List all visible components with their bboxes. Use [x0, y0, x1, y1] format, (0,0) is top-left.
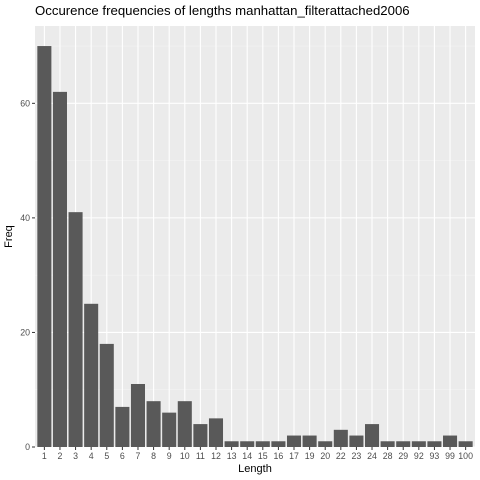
x-axis-title: Length	[238, 463, 272, 475]
x-tick-label: 92	[414, 451, 424, 461]
x-major-gridlines	[43, 26, 467, 447]
x-tick-label: 19	[305, 451, 315, 461]
bar	[380, 441, 395, 447]
x-tick-label: 17	[289, 451, 299, 461]
x-tick-label: 29	[398, 451, 408, 461]
bar	[193, 424, 208, 447]
bar	[240, 441, 255, 447]
x-tick-label: 12	[211, 451, 221, 461]
x-tick-label: 15	[258, 451, 268, 461]
bar	[271, 441, 286, 447]
bar	[333, 429, 348, 447]
bar	[146, 401, 161, 447]
x-tick-label: 28	[383, 451, 393, 461]
bar	[52, 91, 67, 447]
x-tick-label: 3	[73, 451, 78, 461]
x-tick-label: 99	[445, 451, 455, 461]
bar	[37, 46, 52, 448]
bar	[68, 212, 83, 447]
bar	[162, 412, 177, 447]
chart-title: Occurence frequencies of lengths manhatt…	[35, 3, 410, 18]
bar	[84, 303, 99, 447]
bar	[177, 401, 192, 447]
x-tick-label: 14	[242, 451, 252, 461]
x-tick-label: 13	[227, 451, 237, 461]
x-tick-label: 7	[136, 451, 141, 461]
bar	[349, 435, 364, 447]
x-tick-label: 2	[58, 451, 63, 461]
x-axis: 1 2 3 4 5 6 7 8 9 10 11 12 13 14 15 16 17 19 20 22 23 24 28 29 9…	[42, 447, 473, 461]
x-tick-label: 100	[458, 451, 473, 461]
x-tick-label: 4	[89, 451, 94, 461]
x-tick-label: 22	[336, 451, 346, 461]
x-tick-label: 23	[352, 451, 362, 461]
y-tick-label: 40	[20, 213, 30, 223]
bar	[130, 383, 145, 447]
x-tick-label: 8	[151, 451, 156, 461]
y-axis-title: Freq	[3, 225, 15, 248]
bar	[286, 435, 302, 447]
y-tick-label: 20	[20, 328, 30, 338]
x-tick-label: 10	[180, 451, 190, 461]
x-tick-label: 9	[167, 451, 172, 461]
bar	[443, 435, 458, 447]
bar	[224, 441, 239, 447]
x-tick-label: 11	[196, 451, 205, 461]
bar	[99, 343, 114, 447]
bar	[458, 441, 473, 447]
x-tick-label: 6	[120, 451, 125, 461]
bar-series	[37, 46, 473, 448]
x-tick-label: 16	[274, 451, 284, 461]
bar	[365, 424, 380, 447]
bar	[427, 441, 442, 447]
bar	[411, 441, 426, 447]
bar	[255, 441, 270, 447]
bar	[396, 441, 411, 447]
y-tick-label: 0	[25, 442, 30, 452]
bar	[318, 441, 333, 447]
x-tick-label: 5	[104, 451, 109, 461]
bar	[115, 406, 130, 447]
bar	[302, 435, 317, 447]
x-tick-label: 1	[42, 451, 47, 461]
bar	[208, 418, 224, 447]
x-tick-label: 93	[430, 451, 440, 461]
x-tick-label: 24	[367, 451, 377, 461]
y-tick-label: 60	[20, 99, 30, 109]
x-tick-label: 20	[320, 451, 330, 461]
y-axis: 0 20 40 60	[20, 99, 35, 452]
